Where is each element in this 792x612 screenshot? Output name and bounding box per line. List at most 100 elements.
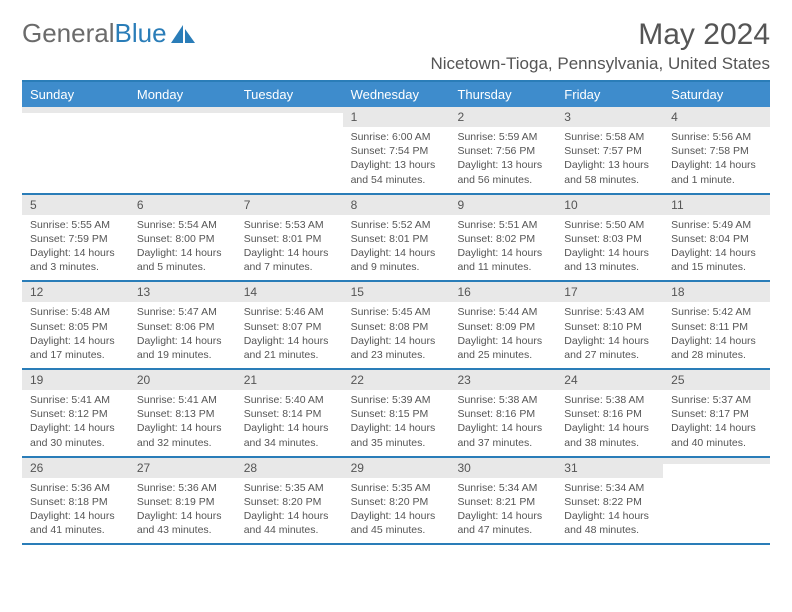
daylight-text: Daylight: 14 hours and 3 minutes.	[30, 246, 121, 274]
day-number: 7	[236, 195, 343, 215]
day-content: Sunrise: 5:42 AMSunset: 8:11 PMDaylight:…	[663, 302, 770, 368]
daylight-text: Daylight: 14 hours and 11 minutes.	[457, 246, 548, 274]
logo-text: GeneralBlue	[22, 18, 167, 49]
day-cell: 28Sunrise: 5:35 AMSunset: 8:20 PMDayligh…	[236, 458, 343, 544]
sunrise-text: Sunrise: 5:52 AM	[351, 218, 442, 232]
day-content: Sunrise: 5:47 AMSunset: 8:06 PMDaylight:…	[129, 302, 236, 368]
day-number: 16	[449, 282, 556, 302]
day-cell: 12Sunrise: 5:48 AMSunset: 8:05 PMDayligh…	[22, 282, 129, 368]
day-header: Friday	[556, 82, 663, 107]
day-number: 13	[129, 282, 236, 302]
day-content: Sunrise: 5:35 AMSunset: 8:20 PMDaylight:…	[236, 478, 343, 544]
sunrise-text: Sunrise: 5:34 AM	[564, 481, 655, 495]
daylight-text: Daylight: 13 hours and 56 minutes.	[457, 158, 548, 186]
daylight-text: Daylight: 14 hours and 47 minutes.	[457, 509, 548, 537]
sunrise-text: Sunrise: 5:50 AM	[564, 218, 655, 232]
daylight-text: Daylight: 14 hours and 9 minutes.	[351, 246, 442, 274]
daylight-text: Daylight: 14 hours and 25 minutes.	[457, 334, 548, 362]
day-content	[236, 113, 343, 122]
day-cell: 7Sunrise: 5:53 AMSunset: 8:01 PMDaylight…	[236, 195, 343, 281]
day-content: Sunrise: 5:36 AMSunset: 8:19 PMDaylight:…	[129, 478, 236, 544]
day-content	[22, 113, 129, 122]
day-cell: 11Sunrise: 5:49 AMSunset: 8:04 PMDayligh…	[663, 195, 770, 281]
day-number: 25	[663, 370, 770, 390]
day-cell: 31Sunrise: 5:34 AMSunset: 8:22 PMDayligh…	[556, 458, 663, 544]
sunrise-text: Sunrise: 5:47 AM	[137, 305, 228, 319]
day-content: Sunrise: 5:46 AMSunset: 8:07 PMDaylight:…	[236, 302, 343, 368]
day-cell: 24Sunrise: 5:38 AMSunset: 8:16 PMDayligh…	[556, 370, 663, 456]
day-header: Saturday	[663, 82, 770, 107]
sunset-text: Sunset: 7:57 PM	[564, 144, 655, 158]
day-cell	[129, 107, 236, 193]
day-cell: 29Sunrise: 5:35 AMSunset: 8:20 PMDayligh…	[343, 458, 450, 544]
location: Nicetown-Tioga, Pennsylvania, United Sta…	[430, 54, 770, 74]
week-row: 12Sunrise: 5:48 AMSunset: 8:05 PMDayligh…	[22, 282, 770, 370]
day-cell: 3Sunrise: 5:58 AMSunset: 7:57 PMDaylight…	[556, 107, 663, 193]
day-content: Sunrise: 5:52 AMSunset: 8:01 PMDaylight:…	[343, 215, 450, 281]
daylight-text: Daylight: 14 hours and 27 minutes.	[564, 334, 655, 362]
day-content: Sunrise: 5:49 AMSunset: 8:04 PMDaylight:…	[663, 215, 770, 281]
sunset-text: Sunset: 8:22 PM	[564, 495, 655, 509]
sunset-text: Sunset: 8:14 PM	[244, 407, 335, 421]
sunset-text: Sunset: 8:05 PM	[30, 320, 121, 334]
header: GeneralBlue May 2024 Nicetown-Tioga, Pen…	[22, 18, 770, 74]
day-header: Thursday	[449, 82, 556, 107]
day-number: 19	[22, 370, 129, 390]
daylight-text: Daylight: 14 hours and 15 minutes.	[671, 246, 762, 274]
daylight-text: Daylight: 13 hours and 54 minutes.	[351, 158, 442, 186]
day-number: 27	[129, 458, 236, 478]
day-content: Sunrise: 5:59 AMSunset: 7:56 PMDaylight:…	[449, 127, 556, 193]
day-number: 3	[556, 107, 663, 127]
daylight-text: Daylight: 14 hours and 43 minutes.	[137, 509, 228, 537]
day-cell: 18Sunrise: 5:42 AMSunset: 8:11 PMDayligh…	[663, 282, 770, 368]
sunrise-text: Sunrise: 5:55 AM	[30, 218, 121, 232]
day-cell: 4Sunrise: 5:56 AMSunset: 7:58 PMDaylight…	[663, 107, 770, 193]
sunrise-text: Sunrise: 5:59 AM	[457, 130, 548, 144]
day-content: Sunrise: 5:48 AMSunset: 8:05 PMDaylight:…	[22, 302, 129, 368]
day-number: 10	[556, 195, 663, 215]
sunrise-text: Sunrise: 5:56 AM	[671, 130, 762, 144]
day-cell: 22Sunrise: 5:39 AMSunset: 8:15 PMDayligh…	[343, 370, 450, 456]
week-row: 26Sunrise: 5:36 AMSunset: 8:18 PMDayligh…	[22, 458, 770, 546]
day-cell: 15Sunrise: 5:45 AMSunset: 8:08 PMDayligh…	[343, 282, 450, 368]
sunset-text: Sunset: 8:21 PM	[457, 495, 548, 509]
sunrise-text: Sunrise: 5:42 AM	[671, 305, 762, 319]
sunrise-text: Sunrise: 5:35 AM	[351, 481, 442, 495]
daylight-text: Daylight: 14 hours and 28 minutes.	[671, 334, 762, 362]
sunset-text: Sunset: 8:04 PM	[671, 232, 762, 246]
day-number: 31	[556, 458, 663, 478]
day-header: Wednesday	[343, 82, 450, 107]
sunset-text: Sunset: 8:10 PM	[564, 320, 655, 334]
day-number: 14	[236, 282, 343, 302]
day-content: Sunrise: 5:37 AMSunset: 8:17 PMDaylight:…	[663, 390, 770, 456]
sunset-text: Sunset: 8:12 PM	[30, 407, 121, 421]
sunset-text: Sunset: 8:07 PM	[244, 320, 335, 334]
day-number: 5	[22, 195, 129, 215]
sunset-text: Sunset: 8:16 PM	[564, 407, 655, 421]
sunrise-text: Sunrise: 5:36 AM	[30, 481, 121, 495]
daylight-text: Daylight: 14 hours and 5 minutes.	[137, 246, 228, 274]
daylight-text: Daylight: 14 hours and 17 minutes.	[30, 334, 121, 362]
day-content: Sunrise: 5:56 AMSunset: 7:58 PMDaylight:…	[663, 127, 770, 193]
sunrise-text: Sunrise: 5:41 AM	[30, 393, 121, 407]
day-content: Sunrise: 5:53 AMSunset: 8:01 PMDaylight:…	[236, 215, 343, 281]
day-number: 26	[22, 458, 129, 478]
day-content: Sunrise: 5:58 AMSunset: 7:57 PMDaylight:…	[556, 127, 663, 193]
logo: GeneralBlue	[22, 18, 197, 49]
sail-icon	[169, 23, 197, 45]
week-row: 19Sunrise: 5:41 AMSunset: 8:12 PMDayligh…	[22, 370, 770, 458]
sunrise-text: Sunrise: 5:38 AM	[457, 393, 548, 407]
sunset-text: Sunset: 8:15 PM	[351, 407, 442, 421]
sunrise-text: Sunrise: 6:00 AM	[351, 130, 442, 144]
day-content	[663, 464, 770, 473]
day-number: 12	[22, 282, 129, 302]
sunrise-text: Sunrise: 5:39 AM	[351, 393, 442, 407]
sunset-text: Sunset: 8:06 PM	[137, 320, 228, 334]
day-cell: 30Sunrise: 5:34 AMSunset: 8:21 PMDayligh…	[449, 458, 556, 544]
day-content: Sunrise: 5:35 AMSunset: 8:20 PMDaylight:…	[343, 478, 450, 544]
daylight-text: Daylight: 14 hours and 19 minutes.	[137, 334, 228, 362]
sunrise-text: Sunrise: 5:48 AM	[30, 305, 121, 319]
day-number: 29	[343, 458, 450, 478]
sunrise-text: Sunrise: 5:45 AM	[351, 305, 442, 319]
sunset-text: Sunset: 7:56 PM	[457, 144, 548, 158]
